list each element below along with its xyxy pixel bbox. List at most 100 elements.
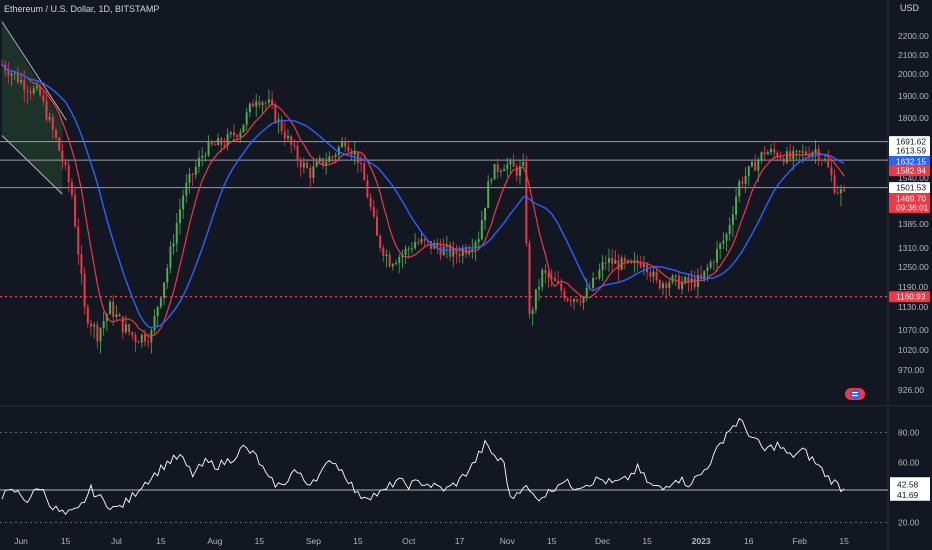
candle-body bbox=[550, 277, 553, 279]
candle-body bbox=[153, 316, 156, 331]
candle-body bbox=[309, 168, 312, 178]
candle-body bbox=[544, 269, 547, 274]
candle-body bbox=[706, 267, 709, 271]
candle-body bbox=[576, 299, 579, 302]
time-axis[interactable]: Jun 15 Jul 15 Aug 15 Sep 15 Oct 17 Nov 15 Dec 15 2023 1… bbox=[14, 536, 849, 546]
candle-body bbox=[747, 166, 750, 176]
candle-body bbox=[290, 136, 293, 145]
candle-body bbox=[795, 150, 798, 152]
time-tick-label: 15 bbox=[61, 536, 71, 546]
candle-body bbox=[798, 150, 801, 153]
price-label-box bbox=[889, 145, 930, 157]
candle-body bbox=[839, 189, 842, 194]
candle-body bbox=[7, 70, 10, 76]
time-tick-label: Sep bbox=[306, 536, 321, 546]
price-axis[interactable]: 926.00 970.00 1020.00 1070.00 1130.00 1190.00… bbox=[898, 31, 929, 395]
candle-body bbox=[512, 160, 515, 167]
candle-body bbox=[506, 164, 509, 169]
candle-body bbox=[522, 161, 525, 167]
candle-body bbox=[407, 248, 410, 250]
candle-body bbox=[671, 275, 674, 283]
candle-body bbox=[824, 158, 827, 161]
candle-body bbox=[204, 155, 207, 157]
candle-body bbox=[341, 141, 344, 147]
us-flag-icon[interactable] bbox=[845, 388, 865, 400]
price-label-box bbox=[889, 156, 930, 168]
candle-body bbox=[334, 154, 337, 157]
candle-body bbox=[766, 152, 769, 155]
price-label-box bbox=[889, 202, 930, 214]
candle-body bbox=[26, 90, 29, 92]
candle-body bbox=[360, 163, 363, 165]
candle-body bbox=[382, 247, 385, 256]
candle-body bbox=[112, 301, 115, 317]
candle-body bbox=[207, 141, 210, 156]
candle-body bbox=[623, 257, 626, 262]
channel-upper-line bbox=[1, 21, 67, 121]
candle-body bbox=[366, 180, 369, 198]
candle-body bbox=[436, 243, 439, 248]
rsi-tick-label: 60.00 bbox=[898, 458, 920, 468]
candle-body bbox=[315, 161, 318, 167]
rsi-value-label: 41.69 bbox=[897, 490, 919, 500]
price-label-level: 1501.53 bbox=[896, 183, 926, 193]
candle-body bbox=[722, 240, 725, 244]
candle-body bbox=[182, 195, 185, 210]
candle-body bbox=[363, 163, 366, 181]
candle-body bbox=[804, 151, 807, 155]
time-tick-label: Jul bbox=[111, 536, 122, 546]
candle-body bbox=[503, 168, 506, 171]
candle-body bbox=[782, 158, 785, 163]
candle-body bbox=[566, 298, 569, 301]
candle-body bbox=[156, 306, 159, 317]
candle-body bbox=[455, 248, 458, 254]
candle-body bbox=[661, 283, 664, 289]
slow-ma-line bbox=[1, 64, 845, 329]
price-tick-label: 970.00 bbox=[898, 365, 924, 375]
candle-body bbox=[51, 117, 54, 130]
candle-body bbox=[385, 254, 388, 256]
candle-body bbox=[255, 101, 258, 107]
candle-body bbox=[604, 262, 607, 264]
candle-body bbox=[121, 316, 124, 333]
candle-body bbox=[232, 132, 235, 136]
candle-body bbox=[210, 141, 213, 145]
price-tick-label: 2100.00 bbox=[898, 50, 929, 60]
time-tick-label: 16 bbox=[744, 536, 754, 546]
price-tick-label: 1130.00 bbox=[898, 302, 928, 312]
candle-body bbox=[102, 321, 105, 328]
candle-body bbox=[99, 327, 102, 342]
candle-body bbox=[350, 151, 353, 155]
candle-body bbox=[700, 274, 703, 278]
candle-body bbox=[89, 323, 92, 327]
candle-body bbox=[144, 334, 146, 342]
candle-body bbox=[687, 277, 690, 283]
candle-body bbox=[744, 175, 747, 184]
candle-body bbox=[836, 192, 839, 194]
candle-body bbox=[557, 281, 560, 284]
candle-body bbox=[239, 132, 242, 138]
candle-body bbox=[477, 239, 480, 243]
rsi-tick-label: 80.00 bbox=[898, 428, 920, 438]
candle-body bbox=[658, 279, 661, 289]
candle-body bbox=[223, 144, 226, 146]
candle-body bbox=[827, 158, 830, 168]
channel-fill bbox=[2, 21, 63, 195]
candle-body bbox=[763, 152, 766, 155]
price-tick-label: 1310.00 bbox=[898, 243, 929, 253]
candle-body bbox=[490, 179, 493, 182]
price-label-ma_fast: 1582.84 bbox=[896, 166, 926, 176]
rsi-tick-label: 20.00 bbox=[898, 518, 920, 528]
candle-body bbox=[585, 287, 588, 297]
price-label-level: 1691.62 bbox=[896, 137, 926, 147]
candle-body bbox=[731, 214, 734, 225]
candle-body bbox=[414, 242, 417, 249]
candle-body bbox=[369, 197, 372, 207]
candle-body bbox=[725, 234, 728, 241]
candle-body bbox=[379, 235, 382, 248]
candle-body bbox=[163, 282, 166, 299]
candle-body bbox=[80, 254, 83, 274]
candle-body bbox=[13, 73, 16, 75]
